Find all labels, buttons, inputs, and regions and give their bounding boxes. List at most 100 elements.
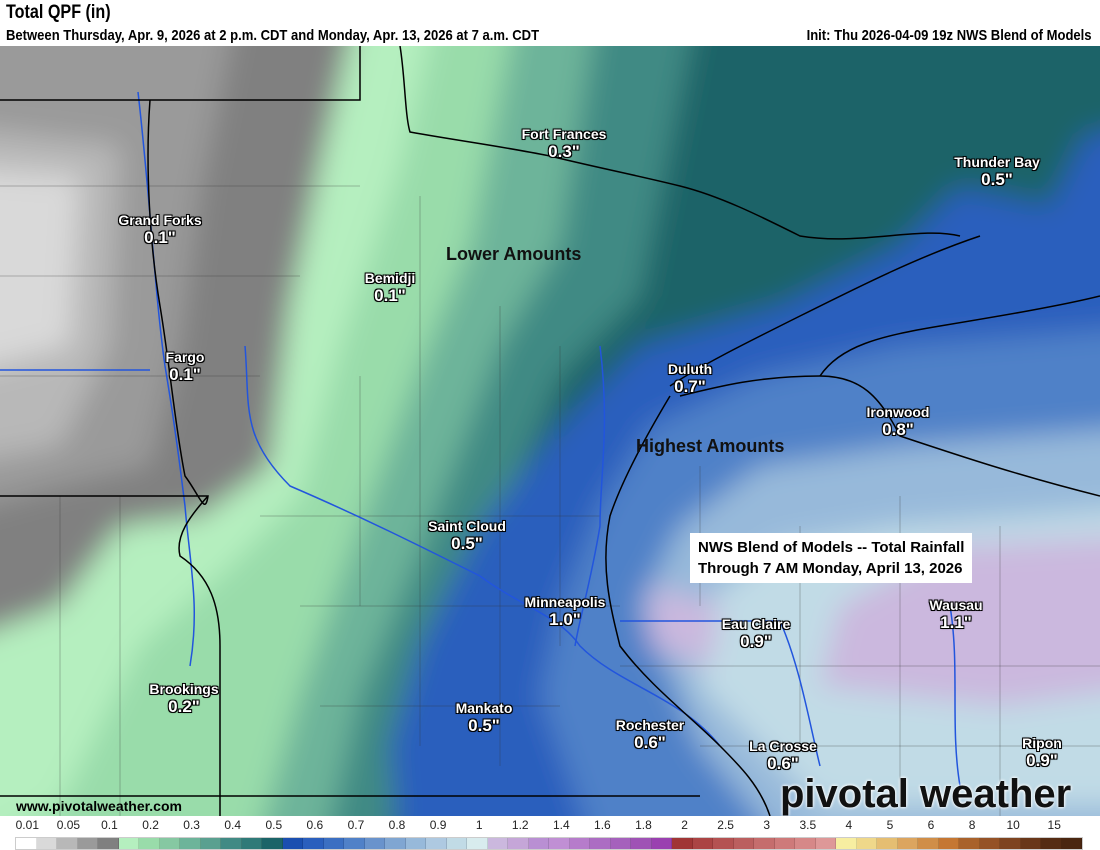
city-qpf-value: 0.6" — [634, 733, 666, 752]
city-qpf-value: 0.5" — [451, 534, 483, 553]
legend-tick-label: 10 — [1006, 818, 1020, 832]
legend-swatch — [733, 838, 754, 849]
legend-swatch — [241, 838, 262, 849]
legend-tick-label: 0.2 — [142, 818, 159, 832]
legend-swatch — [405, 838, 426, 849]
legend-swatch — [262, 838, 283, 849]
region-label-highest: Highest Amounts — [636, 436, 785, 456]
city-name: Minneapolis — [524, 594, 606, 610]
legend-swatch — [200, 838, 221, 849]
precipitation-map — [0, 46, 1100, 816]
note-line-1: NWS Blend of Models -- Total Rainfall — [698, 539, 965, 556]
legend-swatch — [303, 838, 324, 849]
city-qpf-value: 0.7" — [674, 377, 706, 396]
legend-swatch — [754, 838, 775, 849]
state-borders — [0, 46, 1100, 816]
legend-tick-label: 0.6 — [306, 818, 324, 832]
city-qpf-value: 0.5" — [981, 170, 1013, 189]
legend-swatch — [180, 838, 201, 849]
model-init: Init: Thu 2026-04-09 19z NWS Blend of Mo… — [807, 27, 1092, 44]
legend-tick-label: 15 — [1047, 818, 1061, 832]
legend-tick-label: 0.8 — [388, 818, 406, 832]
legend-swatch — [77, 838, 98, 849]
legend-tick-label: 4 — [845, 818, 853, 832]
city-name: Mankato — [455, 700, 513, 716]
legend-swatch — [692, 838, 713, 849]
legend-tick-label: 0.7 — [347, 818, 365, 832]
legend-tick-label: 1.2 — [511, 818, 529, 832]
city-label: La Crosse 0.6" — [749, 738, 817, 773]
city-label: Grand Forks 0.1" — [118, 212, 201, 247]
legend-swatch — [979, 838, 1000, 849]
city-name: Bemidji — [364, 270, 416, 286]
legend-tick-label: 2.5 — [717, 818, 734, 832]
legend-swatch — [159, 838, 180, 849]
city-qpf-value: 0.6" — [767, 754, 799, 773]
precip-fill — [0, 46, 1100, 816]
legend-swatch — [815, 838, 836, 849]
legend-tick-label: 2 — [681, 818, 688, 832]
legend-swatch — [528, 838, 549, 849]
city-name: Grand Forks — [118, 212, 202, 228]
legend-swatch — [1000, 838, 1021, 849]
city-name: Ironwood — [866, 404, 930, 420]
legend-swatch — [467, 838, 488, 849]
city-qpf-value: 1.1" — [940, 613, 972, 632]
legend-swatch — [36, 838, 57, 849]
city-label: Mankato 0.5" — [456, 700, 513, 735]
legend-swatches — [15, 837, 1083, 850]
city-qpf-value: 0.9" — [740, 632, 772, 651]
color-legend: 0.01 0.05 0.1 0.2 0.3 0.4 0.5 0.6 0.7 0.8 0.9 1 1.2 1… — [0, 816, 1100, 850]
city-qpf-value: 0.1" — [144, 228, 176, 247]
note-line-2: Through 7 AM Monday, April 13, 2026 — [698, 560, 963, 577]
legend-tick-label: 3 — [763, 818, 771, 832]
legend-swatch — [221, 838, 242, 849]
city-qpf-value: 0.8" — [882, 420, 914, 439]
website-link[interactable]: www.pivotalweather.com — [16, 798, 182, 814]
city-qpf-value: 0.3" — [548, 142, 580, 161]
legend-tick-label: 8 — [968, 818, 976, 832]
city-name: Brookings — [149, 681, 219, 697]
city-label: Eau Claire 0.9" — [722, 616, 790, 651]
legend-swatch — [446, 838, 467, 849]
city-label: Fort Frances 0.3" — [522, 126, 607, 161]
legend-tick-label: 1.4 — [552, 818, 570, 832]
legend-tick-label: 1.6 — [594, 818, 611, 832]
legend-swatch — [118, 838, 139, 849]
legend-swatch — [16, 838, 37, 849]
legend-swatch — [344, 838, 365, 849]
legend-tick-label: 5 — [886, 818, 894, 832]
legend-swatch — [938, 838, 959, 849]
legend-swatch — [139, 838, 160, 849]
city-name: Wausau — [929, 597, 983, 613]
city-name: Saint Cloud — [428, 518, 506, 534]
legend-ticks: 0.01 0.05 0.1 0.2 0.3 0.4 0.5 0.6 0.7 0.8 0.9 1 1.2 1… — [15, 818, 1085, 834]
legend-swatch — [508, 838, 529, 849]
city-name: Thunder Bay — [954, 154, 1040, 170]
legend-tick-label: 0.01 — [15, 818, 39, 832]
city-label: Bemidji 0.1" — [365, 270, 416, 305]
city-label: Minneapolis 1.0" — [525, 594, 606, 629]
legend-swatch — [282, 838, 303, 849]
legend-swatch — [795, 838, 816, 849]
legend-tick-label: 3.5 — [799, 818, 817, 832]
legend-swatch — [610, 838, 631, 849]
city-name: La Crosse — [749, 738, 817, 754]
legend-swatch — [856, 838, 877, 849]
legend-swatch — [774, 838, 795, 849]
legend-swatch — [631, 838, 652, 849]
city-name: Eau Claire — [721, 616, 791, 632]
city-label: Fargo 0.1" — [166, 349, 205, 384]
legend-swatch — [364, 838, 385, 849]
city-label: Saint Cloud 0.5" — [428, 518, 506, 553]
legend-swatch — [672, 838, 693, 849]
legend-swatch — [836, 838, 857, 849]
city-qpf-value: 1.0" — [549, 610, 581, 629]
legend-swatch — [877, 838, 898, 849]
city-label: Ripon 0.9" — [1022, 735, 1062, 770]
forecast-note: NWS Blend of Models -- Total Rainfall Th… — [690, 533, 973, 583]
legend-swatch — [651, 838, 672, 849]
legend-swatch — [590, 838, 611, 849]
city-label: Wausau 1.1" — [929, 597, 982, 632]
city-qpf-value: 0.1" — [374, 286, 406, 305]
